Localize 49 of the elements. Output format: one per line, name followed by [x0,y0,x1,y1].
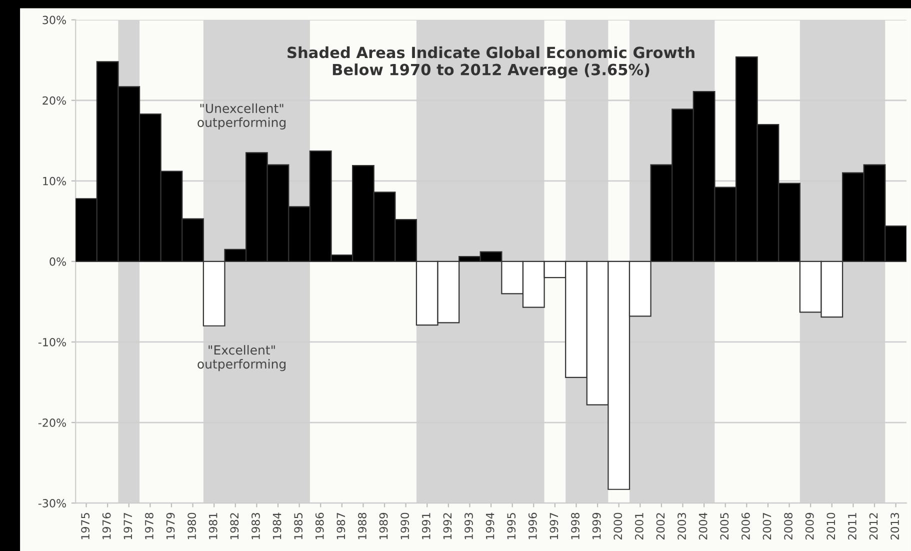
x-tick-label: 1978 [144,512,154,540]
x-tick-label: 1986 [315,512,324,540]
x-tick-label: 2007 [762,513,772,540]
x-tick-label: 2002 [656,513,665,540]
x-tick-label: 1979 [166,512,175,540]
x-tick-label: 2013 [890,512,900,540]
x-tick-label: 1980 [188,512,196,540]
x-tick-label: 1993 [464,512,473,540]
x-tick-label: 2004 [698,512,708,540]
x-tick-label: 1977 [124,513,132,540]
text: Shaded Areas Indicate Global Economic Growth Below 1970 to 2012 Average (3.65%) [288,46,694,78]
y-tick-label: 0% [50,257,66,266]
x-tick-label: 1983 [252,512,260,540]
x-tick-label: 1981 [208,513,218,540]
x-tick-label: 1976 [102,512,111,540]
x-tick-label: 2011 [848,513,856,540]
x-tick-label: 2008 [784,512,792,540]
y-tick-label: -30% [38,499,66,508]
x-tick-label: 1985 [294,513,303,540]
x-tick-label: 2012 [869,513,878,540]
x-tick-label: 1989 [379,512,388,540]
x-tick-label: 1987 [336,513,346,540]
x-tick-label: 1997 [550,513,558,540]
x-tick-label: 1988 [358,512,366,540]
y-tick-label: 20% [42,96,66,105]
x-tick-label: 2006 [741,512,750,540]
x-tick-label: 1982 [230,513,239,540]
annotation: "Excellent" outperforming [198,345,286,372]
x-tick-label: 1984 [272,512,282,540]
annotation: "Unexcellent" outperforming [198,103,286,130]
y-tick-label: -10% [38,338,66,346]
y-tick-label: -20% [38,418,66,427]
x-tick-label: 1996 [528,512,537,540]
x-tick-label: 2010 [826,512,836,540]
x-tick-label: 1994 [486,512,494,540]
x-tick-label: 2003 [678,512,686,540]
x-tick-label: 2000 [614,512,622,540]
x-tick-label: 1991 [422,513,430,540]
y-tick-label: 30% [42,16,66,24]
y-tick-label: 10% [43,176,66,186]
x-tick-label: 2005 [720,513,729,540]
x-tick-label: 1990 [400,512,410,540]
x-tick-label: 2009 [805,512,814,540]
x-tick-label: 1998 [571,512,580,540]
x-tick-label: 2001 [634,513,644,540]
x-tick-label: 1975 [81,513,90,540]
x-tick-label: 1992 [443,513,452,540]
x-tick-label: 1999 [592,512,601,540]
x-tick-label: 1995 [507,513,516,540]
